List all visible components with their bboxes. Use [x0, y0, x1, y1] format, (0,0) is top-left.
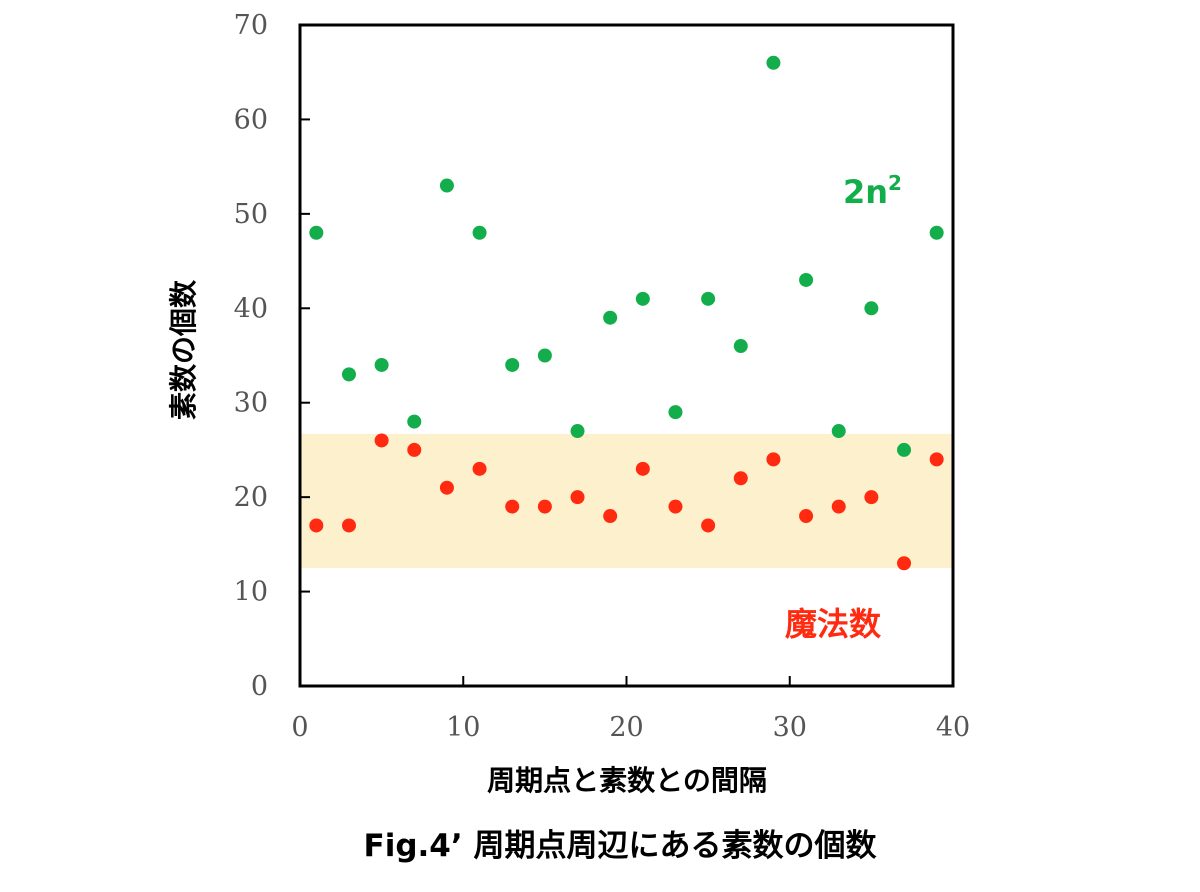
x-tick-label: 20	[609, 712, 643, 743]
point-magic-number	[439, 480, 454, 495]
point-magic-number	[341, 518, 356, 533]
x-axis-title: 周期点と素数との間隔	[487, 764, 767, 797]
series-label-2n2: 2n2	[843, 171, 902, 211]
x-axis-ticks: 0 10 20 30 40	[291, 676, 970, 743]
point-magic-number	[407, 442, 422, 457]
point-magic-number	[570, 490, 585, 505]
point-magic-number	[766, 452, 781, 467]
point-magic-number	[799, 509, 814, 524]
point-2n2	[929, 225, 944, 240]
y-axis-ticks: 0 10 20 30 40 50 60 70	[234, 10, 310, 702]
y-tick-label: 70	[234, 10, 268, 41]
point-2n2	[668, 405, 683, 420]
data-points	[309, 55, 944, 571]
point-magic-number	[668, 499, 683, 514]
point-2n2	[309, 225, 324, 240]
figure-caption: Fig.4’ 周期点周辺にある素数の個数	[364, 828, 877, 864]
point-magic-number	[309, 518, 324, 533]
point-2n2	[537, 348, 552, 363]
point-magic-number	[733, 471, 748, 486]
point-2n2	[439, 178, 454, 193]
point-2n2	[407, 414, 422, 429]
highlight-band	[300, 433, 953, 568]
y-tick-label: 40	[234, 293, 268, 324]
point-magic-number	[472, 461, 487, 476]
y-tick-label: 50	[234, 199, 268, 230]
y-tick-label: 30	[234, 388, 268, 419]
point-2n2	[864, 301, 879, 316]
point-magic-number	[864, 490, 879, 505]
point-2n2	[374, 357, 389, 372]
point-magic-number	[505, 499, 520, 514]
y-tick-label: 60	[234, 104, 268, 135]
point-magic-number	[537, 499, 552, 514]
point-2n2	[472, 225, 487, 240]
point-magic-number	[603, 509, 618, 524]
point-magic-number	[635, 461, 650, 476]
point-magic-number	[897, 556, 912, 571]
y-tick-label: 10	[234, 577, 268, 608]
x-tick-label: 40	[936, 712, 970, 743]
series-label-magic-number: 魔法数	[785, 605, 882, 643]
x-tick-label: 10	[446, 712, 480, 743]
plot-frame	[298, 23, 955, 688]
point-2n2	[831, 424, 846, 439]
point-2n2	[799, 272, 814, 287]
point-2n2	[897, 442, 912, 457]
y-axis-title: 素数の個数	[167, 279, 200, 420]
point-2n2	[766, 55, 781, 70]
point-2n2	[635, 291, 650, 306]
point-2n2	[701, 291, 716, 306]
y-tick-label: 20	[234, 482, 268, 513]
x-tick-label: 0	[291, 712, 308, 743]
point-magic-number	[929, 452, 944, 467]
point-magic-number	[701, 518, 716, 533]
point-2n2	[733, 339, 748, 354]
point-2n2	[505, 357, 520, 372]
point-magic-number	[831, 499, 846, 514]
point-2n2	[603, 310, 618, 325]
point-2n2	[341, 367, 356, 382]
x-tick-label: 30	[773, 712, 807, 743]
y-tick-label: 0	[251, 671, 268, 702]
point-2n2	[570, 424, 585, 439]
point-magic-number	[374, 433, 389, 448]
